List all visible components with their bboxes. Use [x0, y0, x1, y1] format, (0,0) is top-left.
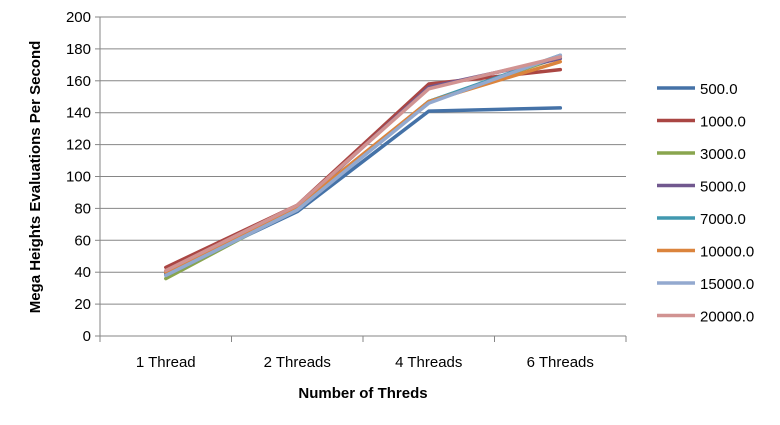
y-tick-label: 0 [83, 328, 91, 345]
legend-label: 1000.0 [700, 114, 746, 131]
legend-label: 15000.0 [700, 276, 754, 293]
axes: 0 20 40 60 80 100 120 140 160 180 200 1 Thread 2 Thr… [66, 9, 627, 371]
legend-label: 20000.0 [700, 309, 754, 326]
y-tick-label: 140 [66, 105, 91, 122]
series-line [164, 53, 563, 278]
x-tick-label: 2 Threads [264, 354, 331, 371]
legend-label: 10000.0 [700, 244, 754, 261]
y-tick-label: 160 [66, 73, 91, 90]
series-line [164, 55, 563, 273]
y-tick-label: 20 [74, 296, 91, 313]
legend-label: 5000.0 [700, 179, 746, 196]
y-tick-label: 180 [66, 41, 91, 58]
legend: 500.0 1000.0 3000.0 5000.0 7000.0 10000.0 1500… [657, 81, 754, 326]
y-tick-label: 100 [66, 169, 91, 186]
y-axis-title: Mega Heights Evaluations Per Second [27, 41, 44, 314]
legend-label: 7000.0 [700, 211, 746, 228]
x-tick-label: 6 Threads [527, 354, 594, 371]
series-line [164, 67, 563, 270]
y-tick-label: 200 [66, 9, 91, 26]
x-axis-title: Number of Threds [298, 385, 427, 402]
y-tick-label: 80 [74, 200, 91, 217]
x-tick-label: 4 Threads [395, 354, 462, 371]
x-tick-label: 1 Thread [136, 354, 196, 371]
legend-label: 500.0 [700, 81, 738, 98]
series-lines [164, 53, 563, 281]
y-tick-label: 40 [74, 264, 91, 281]
y-tick-label: 60 [74, 232, 91, 249]
y-tick-label: 120 [66, 137, 91, 154]
legend-label: 3000.0 [700, 146, 746, 163]
